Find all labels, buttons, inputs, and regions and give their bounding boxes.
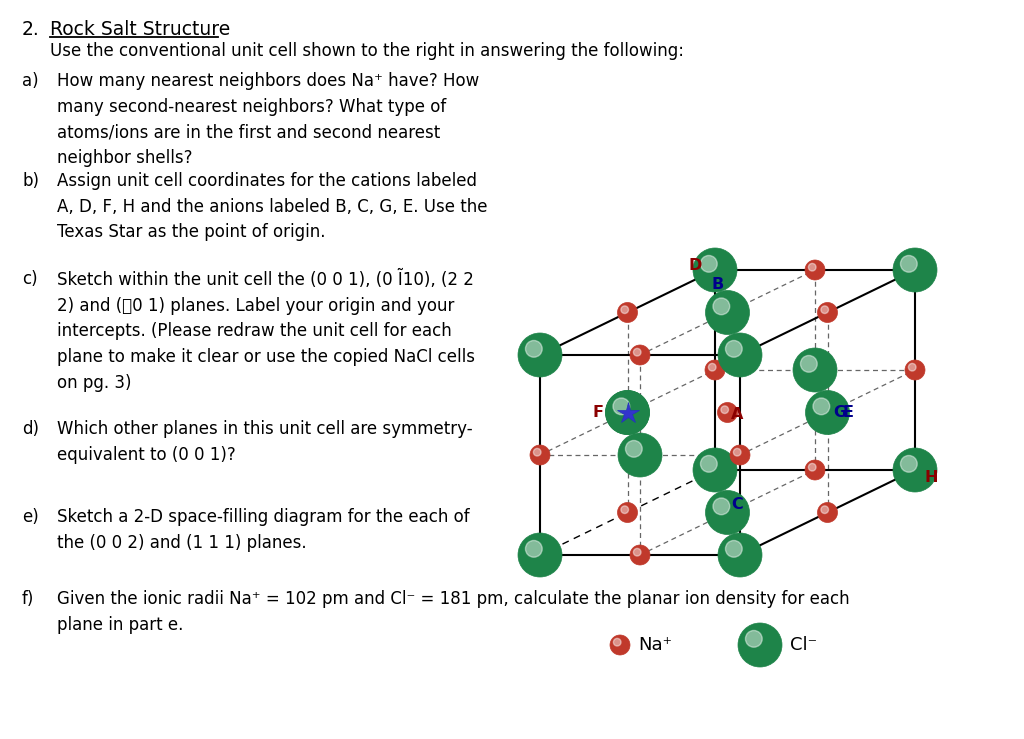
Text: A: A [731, 407, 743, 422]
Circle shape [813, 398, 829, 415]
Circle shape [617, 503, 638, 522]
Circle shape [900, 256, 918, 272]
Text: D: D [688, 257, 701, 273]
Text: Cl⁻: Cl⁻ [790, 636, 817, 654]
Circle shape [605, 390, 649, 435]
Circle shape [725, 341, 742, 357]
Circle shape [893, 248, 937, 292]
Circle shape [518, 333, 562, 377]
Circle shape [706, 491, 750, 534]
Text: Sketch a 2-D space-filling diagram for the each of
the (0 0 2) and (1 1 1) plane: Sketch a 2-D space-filling diagram for t… [57, 508, 470, 552]
Circle shape [706, 290, 750, 335]
Text: How many nearest neighbors does Na⁺ have? How
many second-nearest neighbors? Wha: How many nearest neighbors does Na⁺ have… [57, 72, 479, 167]
Circle shape [621, 506, 629, 514]
Circle shape [725, 540, 742, 557]
Circle shape [605, 390, 649, 435]
Text: a): a) [22, 72, 39, 90]
Circle shape [730, 445, 750, 465]
Circle shape [630, 345, 650, 365]
Circle shape [817, 302, 838, 322]
Text: Assign unit cell coordinates for the cations labeled
A, D, F, H and the anions l: Assign unit cell coordinates for the cat… [57, 172, 487, 242]
Circle shape [713, 298, 730, 315]
Circle shape [534, 449, 541, 456]
Circle shape [821, 506, 828, 514]
Text: Rock Salt Structure: Rock Salt Structure [50, 20, 230, 39]
Circle shape [808, 463, 816, 471]
Circle shape [705, 360, 725, 380]
Text: Na⁺: Na⁺ [638, 636, 672, 654]
Circle shape [634, 548, 641, 556]
Circle shape [908, 364, 916, 371]
Text: b): b) [22, 172, 39, 190]
Circle shape [693, 248, 737, 292]
Circle shape [634, 348, 641, 356]
Circle shape [700, 455, 717, 472]
Circle shape [733, 449, 741, 456]
Circle shape [525, 341, 542, 357]
Circle shape [801, 355, 817, 372]
Circle shape [721, 406, 728, 414]
Text: e): e) [22, 508, 39, 526]
Circle shape [738, 623, 782, 667]
Circle shape [745, 630, 762, 647]
Circle shape [610, 635, 630, 655]
Text: F: F [592, 405, 603, 420]
Text: G: G [833, 405, 846, 420]
Text: 2.: 2. [22, 20, 40, 39]
Text: H: H [925, 471, 938, 486]
Circle shape [621, 306, 629, 313]
Circle shape [713, 498, 730, 514]
Circle shape [630, 545, 650, 565]
Text: C: C [731, 497, 743, 512]
Circle shape [805, 260, 825, 280]
Circle shape [793, 348, 837, 392]
Circle shape [805, 460, 825, 480]
Circle shape [525, 540, 542, 557]
Circle shape [905, 360, 925, 380]
Text: Which other planes in this unit cell are symmetry-
equivalent to (0 0 1)?: Which other planes in this unit cell are… [57, 420, 473, 463]
Circle shape [626, 440, 642, 457]
Circle shape [693, 448, 737, 492]
Text: E: E [842, 405, 853, 420]
Circle shape [613, 638, 621, 646]
Circle shape [709, 364, 716, 371]
Circle shape [821, 306, 828, 313]
Circle shape [893, 448, 937, 492]
Circle shape [530, 445, 550, 465]
Text: B: B [712, 277, 724, 292]
Circle shape [817, 503, 838, 522]
Circle shape [718, 533, 762, 577]
Circle shape [613, 398, 630, 415]
Circle shape [617, 302, 638, 322]
Text: c): c) [22, 270, 38, 288]
Text: Sketch within the unit cell the (0 0 1), (0 Ĩ10), (2 2
2) and (ኁ0 1) planes. Lab: Sketch within the unit cell the (0 0 1),… [57, 270, 475, 392]
Circle shape [808, 263, 816, 271]
Circle shape [613, 398, 630, 415]
Circle shape [900, 455, 918, 472]
Circle shape [718, 403, 737, 423]
Circle shape [718, 333, 762, 377]
Text: Use the conventional unit cell shown to the right in answering the following:: Use the conventional unit cell shown to … [50, 42, 684, 60]
Circle shape [518, 533, 562, 577]
Circle shape [700, 256, 717, 272]
Text: Given the ionic radii Na⁺ = 102 pm and Cl⁻ = 181 pm, calculate the planar ion de: Given the ionic radii Na⁺ = 102 pm and C… [57, 590, 850, 634]
Text: f): f) [22, 590, 35, 608]
Text: d): d) [22, 420, 39, 438]
Circle shape [806, 390, 850, 435]
Circle shape [618, 433, 662, 477]
